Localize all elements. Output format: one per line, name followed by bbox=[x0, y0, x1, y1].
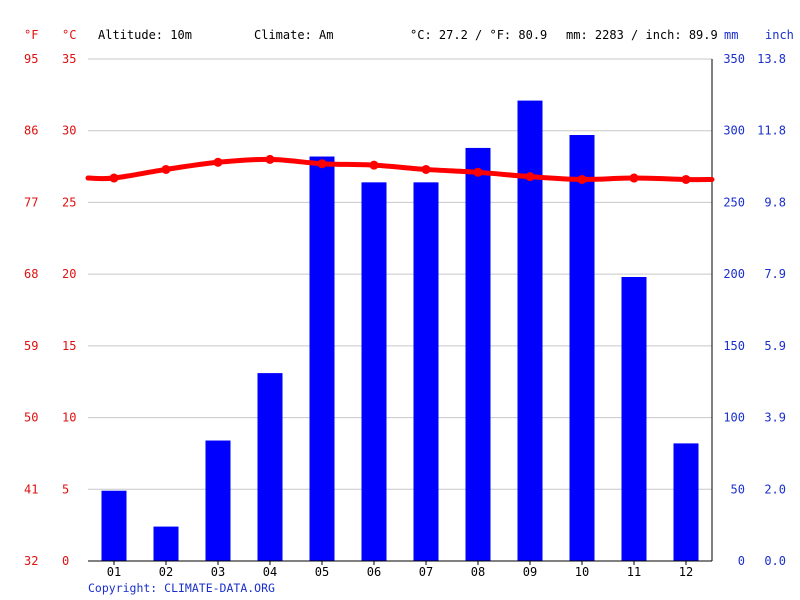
temperature-point bbox=[577, 174, 587, 184]
right-tick-mm: 100 bbox=[723, 411, 745, 425]
unit-mm-label: mm bbox=[724, 28, 738, 42]
left-tick-celsius: 15 bbox=[62, 339, 76, 353]
unit-fahrenheit-label: °F bbox=[24, 28, 38, 42]
right-tick-mm: 350 bbox=[723, 52, 745, 66]
x-tick-label: 11 bbox=[627, 565, 641, 579]
precipitation-bar bbox=[309, 156, 335, 561]
temperature-point bbox=[473, 167, 483, 177]
altitude-label: Altitude: 10m bbox=[98, 28, 192, 42]
temperature-point bbox=[161, 164, 171, 174]
right-tick-inch: 3.9 bbox=[764, 411, 786, 425]
left-tick-celsius: 5 bbox=[62, 482, 69, 496]
precipitation-bar bbox=[569, 135, 595, 561]
x-tick-label: 09 bbox=[523, 565, 537, 579]
right-tick-inch: 13.8 bbox=[757, 52, 786, 66]
right-tick-mm: 300 bbox=[723, 124, 745, 138]
left-tick-fahrenheit: 59 bbox=[24, 339, 38, 353]
right-tick-mm: 50 bbox=[731, 482, 745, 496]
left-tick-fahrenheit: 77 bbox=[24, 195, 38, 209]
x-tick-label: 10 bbox=[575, 565, 589, 579]
temperature-curve bbox=[85, 156, 715, 183]
right-tick-inch: 9.8 bbox=[764, 195, 786, 209]
left-tick-fahrenheit: 95 bbox=[24, 52, 38, 66]
precipitation-bar bbox=[153, 526, 179, 561]
precipitation-bar bbox=[673, 443, 699, 561]
right-tick-inch: 2.0 bbox=[764, 482, 786, 496]
right-tick-mm: 0 bbox=[738, 554, 745, 568]
left-tick-celsius: 20 bbox=[62, 267, 76, 281]
x-tick-label: 03 bbox=[211, 565, 225, 579]
temperature-point bbox=[421, 164, 431, 174]
temperature-point bbox=[629, 173, 639, 183]
precipitation-bar bbox=[361, 182, 387, 561]
precipitation-bar bbox=[517, 100, 543, 561]
left-tick-celsius: 35 bbox=[62, 52, 76, 66]
right-tick-inch: 0.0 bbox=[764, 554, 786, 568]
left-tick-fahrenheit: 41 bbox=[24, 482, 38, 496]
temperature-point bbox=[317, 159, 327, 169]
right-tick-mm: 200 bbox=[723, 267, 745, 281]
right-tick-mm: 250 bbox=[723, 195, 745, 209]
temperature-point bbox=[213, 157, 223, 167]
temperature-point bbox=[525, 172, 535, 182]
right-tick-mm: 150 bbox=[723, 339, 745, 353]
precipitation-bar bbox=[257, 373, 283, 561]
left-tick-celsius: 10 bbox=[62, 411, 76, 425]
precipitation-bar bbox=[101, 490, 127, 561]
x-tick-label: 07 bbox=[419, 565, 433, 579]
right-tick-inch: 11.8 bbox=[757, 124, 786, 138]
x-tick-label: 08 bbox=[471, 565, 485, 579]
left-tick-celsius: 30 bbox=[62, 124, 76, 138]
precipitation-bar bbox=[465, 147, 491, 561]
right-tick-inch: 7.9 bbox=[764, 267, 786, 281]
left-tick-fahrenheit: 50 bbox=[24, 411, 38, 425]
left-tick-celsius: 25 bbox=[62, 195, 76, 209]
axes bbox=[88, 59, 713, 562]
temperature-point bbox=[681, 174, 691, 184]
x-tick-label: 05 bbox=[315, 565, 329, 579]
temperature-average-label: °C: 27.2 / °F: 80.9 bbox=[410, 28, 547, 42]
left-tick-fahrenheit: 68 bbox=[24, 267, 38, 281]
temperature-point bbox=[369, 160, 379, 170]
x-tick-label: 04 bbox=[263, 565, 277, 579]
precipitation-bar bbox=[413, 182, 439, 561]
unit-inch-label: inch bbox=[765, 28, 794, 42]
precipitation-bar bbox=[205, 440, 231, 561]
unit-celsius-label: °C bbox=[62, 28, 76, 42]
gridlines bbox=[88, 58, 712, 490]
x-tick-label: 02 bbox=[159, 565, 173, 579]
temperature-point bbox=[265, 154, 275, 164]
x-tick-label: 06 bbox=[367, 565, 381, 579]
precipitation-total-label: mm: 2283 / inch: 89.9 bbox=[566, 28, 718, 42]
left-tick-celsius: 0 bbox=[62, 554, 69, 568]
left-tick-fahrenheit: 86 bbox=[24, 124, 38, 138]
precipitation-bar bbox=[621, 277, 647, 561]
precipitation-bars bbox=[101, 100, 699, 561]
copyright-label: Copyright: CLIMATE-DATA.ORG bbox=[88, 581, 275, 595]
x-tick-label: 12 bbox=[679, 565, 693, 579]
tick-labels: 95 35 350 13.8 86 30 300 11.8 77 25 250 9.8 68 20 200 7… bbox=[24, 52, 786, 579]
climate-label: Climate: Am bbox=[254, 28, 333, 42]
x-tick-label: 01 bbox=[107, 565, 121, 579]
right-tick-inch: 5.9 bbox=[764, 339, 786, 353]
temperature-line bbox=[85, 154, 715, 184]
temperature-point bbox=[109, 173, 119, 183]
left-tick-fahrenheit: 32 bbox=[24, 554, 38, 568]
